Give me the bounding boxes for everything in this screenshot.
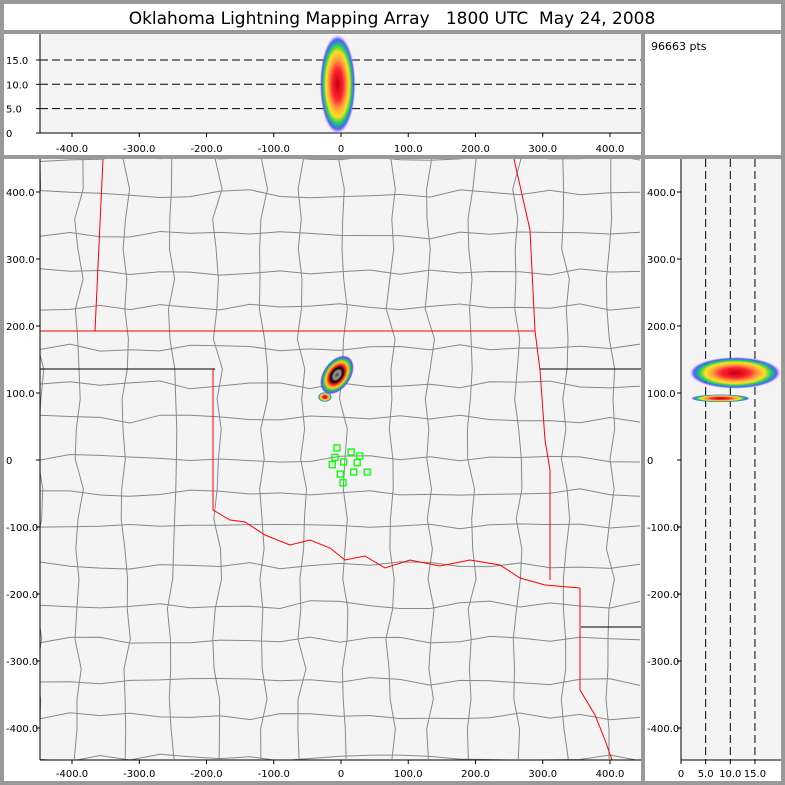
top-x-tick-label: 300.0 bbox=[528, 144, 557, 155]
map-x-tick-label: 300.0 bbox=[528, 769, 557, 780]
county-line bbox=[258, 159, 269, 760]
chart-title: Oklahoma Lightning Mapping Array 1800 UT… bbox=[129, 9, 656, 29]
lma-station bbox=[331, 453, 339, 461]
county-line bbox=[40, 303, 641, 311]
county-line bbox=[560, 159, 571, 760]
right-plot-area bbox=[681, 159, 781, 760]
county-line bbox=[605, 159, 616, 759]
county-line bbox=[466, 159, 477, 760]
right-x-tick-label: 15.0 bbox=[744, 769, 766, 780]
lma-station bbox=[353, 459, 361, 467]
right-x-tick-label: 5.0 bbox=[698, 769, 714, 780]
map-y-tick-label: -200.0 bbox=[6, 590, 38, 601]
map-x-tick-label: 0 bbox=[338, 769, 344, 780]
top-y-tick-label: 0 bbox=[6, 129, 12, 140]
lma-station bbox=[363, 468, 371, 476]
map-x-tick-label: -200.0 bbox=[190, 769, 222, 780]
county-line bbox=[40, 712, 641, 721]
state-border bbox=[94, 159, 104, 332]
county-line bbox=[40, 635, 641, 644]
county-line bbox=[40, 230, 641, 240]
map-y-tick-label: 400.0 bbox=[6, 188, 35, 199]
top-y-tick-label: 10.0 bbox=[6, 80, 28, 91]
map-y-tick-label: 300.0 bbox=[6, 255, 35, 266]
right-y-tick-label: 400.0 bbox=[647, 188, 676, 199]
right-y-tick-label: 200.0 bbox=[647, 322, 676, 333]
map-y-tick-label: 200.0 bbox=[6, 322, 35, 333]
title-box bbox=[4, 4, 781, 30]
map-y-tick-label: -300.0 bbox=[6, 657, 38, 668]
top-x-tick-label: 0 bbox=[338, 144, 344, 155]
county-line bbox=[40, 453, 641, 463]
county-line bbox=[296, 159, 308, 760]
top-x-tick-label: 400.0 bbox=[596, 144, 625, 155]
lightning-density-main bbox=[319, 355, 355, 395]
right-y-tick-label: -400.0 bbox=[647, 724, 679, 735]
county-line bbox=[40, 488, 641, 497]
lma-station bbox=[333, 444, 341, 452]
top-y-tick-label: 5.0 bbox=[6, 105, 22, 116]
lma-station bbox=[347, 448, 355, 456]
right-y-tick-label: -100.0 bbox=[647, 523, 679, 534]
county-line bbox=[40, 561, 641, 570]
county-line bbox=[40, 523, 641, 530]
lma-station bbox=[339, 479, 347, 487]
map-x-tick-label: 100.0 bbox=[394, 769, 423, 780]
right-y-tick-label: -200.0 bbox=[647, 590, 679, 601]
top-x-tick-label: 200.0 bbox=[461, 144, 490, 155]
county-line bbox=[73, 159, 84, 760]
county-line bbox=[40, 268, 641, 276]
map-x-tick-label: -400.0 bbox=[56, 769, 88, 780]
top-x-tick-label: -200.0 bbox=[190, 144, 222, 155]
info-panel bbox=[645, 34, 781, 155]
lightning-density-ns bbox=[689, 356, 782, 389]
top-x-tick-label: -100.0 bbox=[258, 144, 290, 155]
county-map bbox=[40, 159, 641, 760]
county-line bbox=[166, 159, 178, 760]
map-y-tick-label: 0 bbox=[6, 456, 12, 467]
lma-station bbox=[328, 461, 336, 469]
county-line bbox=[40, 677, 641, 686]
top-x-tick-label: 100.0 bbox=[394, 144, 423, 155]
county-line bbox=[512, 159, 523, 760]
top-y-tick-label: 15.0 bbox=[6, 56, 28, 67]
map-x-tick-label: -100.0 bbox=[258, 769, 290, 780]
county-line bbox=[40, 753, 639, 760]
county-line bbox=[40, 159, 641, 162]
lma-station bbox=[336, 470, 344, 478]
lightning-density-ns-secondary bbox=[690, 394, 751, 403]
point-count: 96663 pts bbox=[651, 40, 707, 53]
lightning-density-altitude bbox=[319, 34, 356, 135]
right-y-tick-label: 0 bbox=[647, 456, 653, 467]
map-y-tick-label: -400.0 bbox=[6, 724, 38, 735]
right-y-tick-label: 300.0 bbox=[647, 255, 676, 266]
map-x-tick-label: -300.0 bbox=[123, 769, 155, 780]
state-border bbox=[513, 159, 551, 580]
right-x-tick-label: 0 bbox=[678, 769, 684, 780]
state-border bbox=[579, 588, 613, 760]
right-y-tick-label: 100.0 bbox=[647, 389, 676, 400]
top-x-tick-label: -300.0 bbox=[123, 144, 155, 155]
county-line bbox=[424, 159, 436, 760]
county-line bbox=[40, 600, 641, 610]
lma-station bbox=[350, 468, 358, 476]
county-line bbox=[40, 189, 641, 199]
lma-station bbox=[340, 458, 348, 466]
state-border-red-river bbox=[212, 369, 581, 589]
county-line bbox=[40, 414, 641, 424]
lma-station bbox=[356, 452, 364, 460]
right-x-tick-label: 10.0 bbox=[719, 769, 741, 780]
map-y-tick-label: -100.0 bbox=[6, 523, 38, 534]
county-line bbox=[40, 343, 641, 352]
right-y-tick-label: -300.0 bbox=[647, 657, 679, 668]
lightning-density-secondary bbox=[317, 392, 332, 403]
map-x-tick-label: 400.0 bbox=[596, 769, 625, 780]
map-y-tick-label: 100.0 bbox=[6, 389, 35, 400]
map-x-tick-label: 200.0 bbox=[461, 769, 490, 780]
county-line bbox=[120, 159, 131, 760]
top-x-tick-label: -400.0 bbox=[56, 144, 88, 155]
